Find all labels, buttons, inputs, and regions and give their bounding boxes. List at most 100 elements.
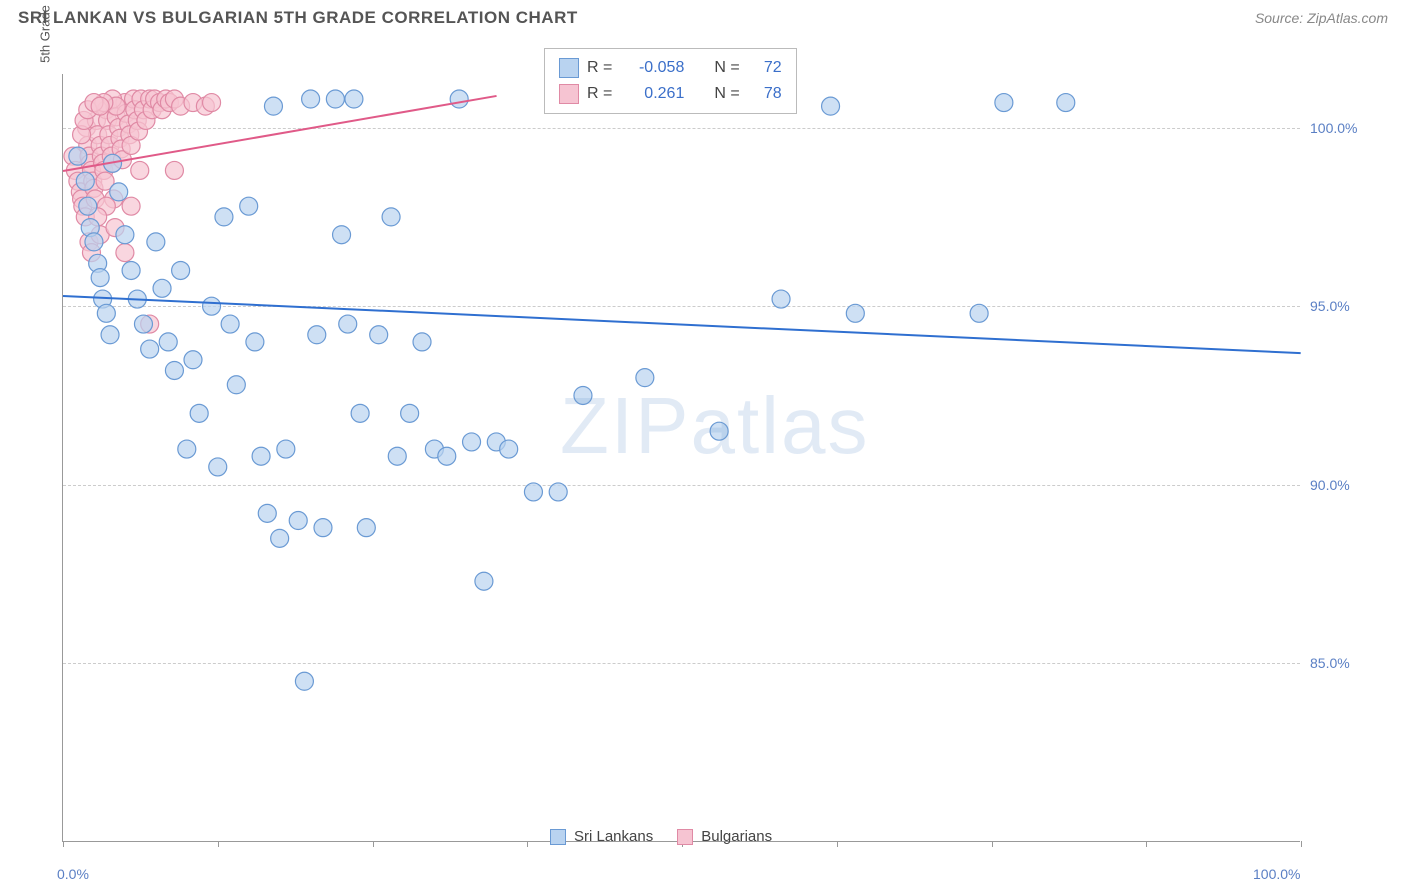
data-point [91, 269, 109, 287]
data-point [326, 90, 344, 108]
legend-swatch [677, 829, 693, 845]
data-point [271, 529, 289, 547]
legend-item: Sri Lankans [550, 828, 653, 845]
data-point [333, 226, 351, 244]
data-point [190, 404, 208, 422]
data-point [203, 297, 221, 315]
chart-title: SRI LANKAN VS BULGARIAN 5TH GRADE CORREL… [18, 8, 578, 28]
data-point [122, 197, 140, 215]
x-tick-label: 0.0% [57, 866, 89, 882]
data-point [246, 333, 264, 351]
legend-swatch [550, 829, 566, 845]
legend-label: Bulgarians [701, 828, 772, 845]
legend-item: Bulgarians [677, 828, 772, 845]
data-point [846, 304, 864, 322]
data-point [413, 333, 431, 351]
n-value: 72 [748, 55, 782, 81]
data-point [574, 386, 592, 404]
legend-row: R = 0.261 N = 78 [559, 81, 782, 107]
r-label: R = [587, 81, 612, 107]
data-point [970, 304, 988, 322]
data-point [215, 208, 233, 226]
data-point [438, 447, 456, 465]
data-point [258, 504, 276, 522]
data-point [153, 279, 171, 297]
data-point [184, 351, 202, 369]
data-point [69, 147, 87, 165]
data-point [500, 440, 518, 458]
data-point [252, 447, 270, 465]
data-point [1057, 94, 1075, 112]
data-point [302, 90, 320, 108]
legend-label: Sri Lankans [574, 828, 653, 845]
data-point [345, 90, 363, 108]
y-tick-label: 85.0% [1310, 655, 1370, 671]
data-point [178, 440, 196, 458]
data-point [79, 197, 97, 215]
data-point [91, 97, 109, 115]
data-point [141, 340, 159, 358]
source-label: Source: ZipAtlas.com [1255, 10, 1388, 26]
series-legend: Sri Lankans Bulgarians [550, 828, 772, 845]
data-point [240, 197, 258, 215]
data-point [101, 326, 119, 344]
legend-row: R = -0.058 N = 72 [559, 55, 782, 81]
data-point [314, 519, 332, 537]
data-point [463, 433, 481, 451]
legend-swatch [559, 58, 579, 78]
data-point [308, 326, 326, 344]
data-point [227, 376, 245, 394]
data-point [134, 315, 152, 333]
data-point [209, 458, 227, 476]
data-point [203, 94, 221, 112]
data-point [277, 440, 295, 458]
data-point [450, 90, 468, 108]
x-tick-label: 100.0% [1253, 866, 1300, 882]
data-point [76, 172, 94, 190]
y-axis-label: 5th Grade [37, 5, 52, 63]
data-point [995, 94, 1013, 112]
data-point [147, 233, 165, 251]
data-point [370, 326, 388, 344]
r-value: 0.261 [620, 81, 684, 107]
data-point [165, 161, 183, 179]
data-point [710, 422, 728, 440]
data-point [97, 304, 115, 322]
data-point [772, 290, 790, 308]
data-point [172, 261, 190, 279]
r-label: R = [587, 55, 612, 81]
n-value: 78 [748, 81, 782, 107]
data-point [549, 483, 567, 501]
y-tick-label: 100.0% [1310, 120, 1370, 136]
data-point [122, 261, 140, 279]
data-point [165, 361, 183, 379]
data-point [357, 519, 375, 537]
data-point [110, 183, 128, 201]
x-tick [1301, 841, 1302, 847]
data-point [116, 226, 134, 244]
r-value: -0.058 [620, 55, 684, 81]
data-point [289, 512, 307, 530]
data-point [351, 404, 369, 422]
data-point [221, 315, 239, 333]
y-tick-label: 95.0% [1310, 298, 1370, 314]
data-point [475, 572, 493, 590]
data-point [822, 97, 840, 115]
data-point [295, 672, 313, 690]
correlation-legend: R = -0.058 N = 72 R = 0.261 N = 78 [544, 48, 797, 114]
plot-area: 85.0%90.0%95.0%100.0%0.0%100.0% [62, 74, 1300, 842]
data-point [85, 233, 103, 251]
data-point [159, 333, 177, 351]
data-point [401, 404, 419, 422]
n-label: N = [714, 81, 739, 107]
data-point [264, 97, 282, 115]
data-point [116, 244, 134, 262]
n-label: N = [714, 55, 739, 81]
data-point [131, 161, 149, 179]
legend-swatch [559, 84, 579, 104]
data-point [636, 369, 654, 387]
data-point [524, 483, 542, 501]
data-point [339, 315, 357, 333]
data-point [388, 447, 406, 465]
y-tick-label: 90.0% [1310, 477, 1370, 493]
